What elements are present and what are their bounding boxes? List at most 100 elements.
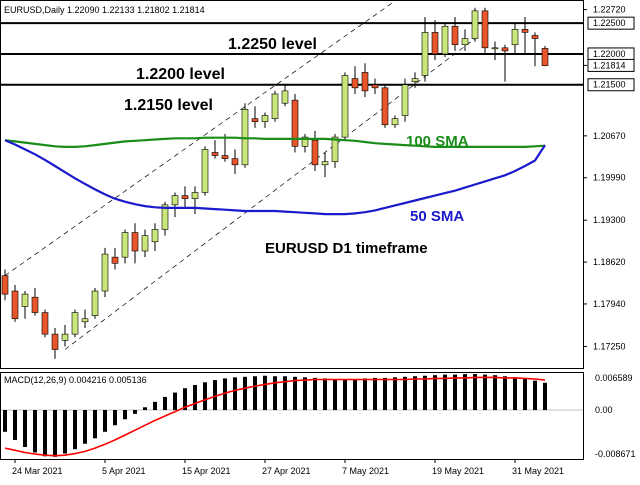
macd-bar-3 [33,410,37,453]
candle-body-33 [331,136,339,163]
macd-bar-14 [143,407,147,411]
candle-body-10 [101,253,109,292]
macd-bar-28 [283,376,287,411]
macd-bar-20 [203,382,207,411]
candle-body-44 [441,25,449,55]
chart-header-info: EURUSD,Daily 1.22090 1.22133 1.21802 1.2… [4,5,205,15]
macd-bar-0 [3,410,7,432]
candle-body-0 [1,275,9,295]
candle-body-15 [151,229,159,243]
macd-bar-6 [63,410,67,454]
macd-bar-44 [443,374,447,411]
candle-body-27 [271,93,279,119]
macd-bar-50 [503,376,507,411]
macd-bar-2 [23,410,27,448]
macd-bar-34 [343,378,347,411]
candle-body-41 [411,78,419,82]
macd-bar-8 [83,410,87,444]
macd-bar-5 [53,410,57,457]
macd-bar-35 [353,378,357,411]
x-tick-label-0: 24 Mar 2021 [12,466,63,476]
macd-bar-53 [533,380,537,411]
candle-body-49 [491,47,499,50]
macd-bar-47 [473,374,477,411]
macd-bar-4 [43,410,47,457]
y-tick-label-5: 1.18620 [593,257,626,267]
macd-bar-13 [133,410,137,414]
candle-body-54 [541,48,549,66]
candle-body-7 [71,312,79,335]
x-tick-label-1: 5 Apr 2021 [102,466,146,476]
candle-body-42 [421,32,429,76]
candle-body-35 [351,78,359,89]
candle-body-46 [461,38,469,46]
candle-body-40 [401,84,409,116]
macd-bar-21 [213,380,217,411]
candle-body-23 [231,158,239,166]
candle-body-18 [181,195,189,199]
macd-bar-23 [233,377,237,411]
candle-body-36 [361,72,369,92]
level-tag-1-label: 1.22000 [593,49,626,59]
sma100-label: 100 SMA [406,133,469,150]
sma50-line [4,139,546,216]
candle-body-11 [111,256,119,264]
macd-bar-15 [153,401,157,411]
sma50-label: 50 SMA [410,208,464,225]
macd-bar-45 [453,374,457,411]
macd-bar-32 [323,378,327,411]
candle-body-28 [281,90,289,104]
timeframe-label: EURUSD D1 timeframe [265,240,428,257]
current-price-tag-label: 1.21814 [593,60,626,70]
candle-body-31 [311,139,319,166]
macd-indicator [1,374,583,457]
candle-body-5 [51,333,59,350]
candle-body-50 [501,47,509,52]
macd-bar-19 [193,384,197,411]
macd-bar-24 [243,376,247,411]
candle-body-38 [381,87,389,126]
macd-bar-29 [293,376,297,411]
macd-bar-9 [93,410,97,439]
candle-body-34 [341,75,349,138]
candle-body-37 [371,84,379,89]
macd-bar-11 [113,410,117,426]
macd-bar-26 [263,375,267,411]
macd-bar-17 [173,392,177,411]
macd-bar-39 [393,377,397,411]
macd-bar-18 [183,388,187,411]
candle-body-19 [191,192,199,199]
y-tick-label-6: 1.17940 [593,299,626,309]
x-tick-label-2: 15 Apr 2021 [182,466,231,476]
macd-bar-12 [123,410,127,420]
candle-body-48 [481,10,489,49]
axes: 1.22720 1.21814 1.20670 1.19990 1.19300 1.186… [12,5,636,476]
candlesticks[interactable] [1,7,549,359]
macd-bar-1 [13,410,17,440]
candle-body-22 [221,155,229,159]
macd-header-info: MACD(12,26,9) 0.004216 0.005136 [4,375,147,385]
macd-bar-36 [363,378,367,411]
macd-bar-48 [483,374,487,411]
x-tick-label-4: 7 May 2021 [342,466,389,476]
annotation-labels: EURUSD,Daily 1.22090 1.22133 1.21802 1.2… [4,5,469,385]
candle-body-32 [321,161,329,166]
y-tick-label-0: 1.22720 [593,5,626,15]
macd-bar-22 [223,378,227,411]
current-price-tag-box [587,58,635,72]
macd-bar-25 [253,376,257,411]
macd-bar-49 [493,375,497,411]
macd-bar-43 [433,375,437,411]
candle-body-16 [161,204,169,230]
x-tick-label-5: 19 May 2021 [432,466,484,476]
candle-body-25 [251,118,259,122]
candle-body-51 [511,29,519,46]
candle-body-53 [531,35,539,39]
macd-bar-46 [463,374,467,411]
macd-bar-7 [73,410,77,450]
candle-body-43 [431,32,439,55]
candle-body-20 [201,149,209,193]
macd-bar-37 [373,377,377,411]
